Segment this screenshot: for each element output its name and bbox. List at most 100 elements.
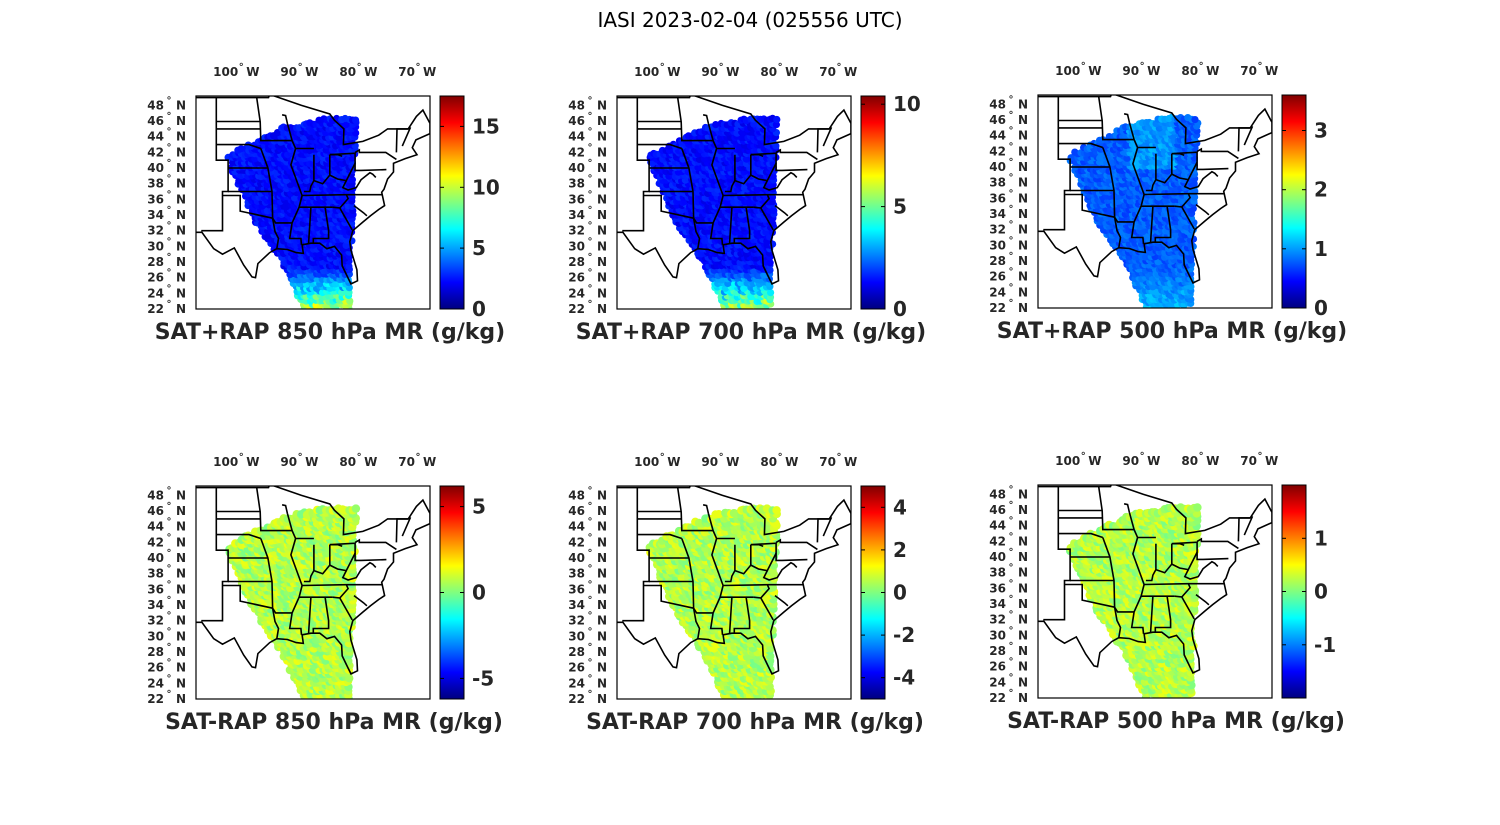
lat-hemisphere: N: [597, 271, 607, 285]
lon-hemisphere: W: [667, 455, 680, 469]
panel-sat-plus-rap-500: 100 ° W 90 ° W 80 ° W 70 ° W 48 ° N 46 ° N 44 ° N 42 ° N 40 ° N 38 °…: [962, 57, 1362, 377]
lat-tick-label: 44: [147, 520, 164, 534]
degree-mark: °: [1140, 61, 1145, 72]
degree-mark: °: [588, 485, 593, 496]
state-border: [692, 217, 714, 224]
lat-tick-label: 38: [568, 177, 585, 191]
degree-mark: °: [298, 452, 303, 463]
lat-tick-label: 36: [147, 582, 164, 596]
lat-tick-label: 40: [989, 550, 1006, 564]
lat-tick-label: 38: [147, 567, 164, 581]
lon-tick-label: 70: [819, 455, 836, 469]
state-border: [1183, 170, 1219, 190]
state-border: [723, 193, 804, 197]
lat-tick-label: 26: [568, 271, 585, 285]
lat-hemisphere: N: [1018, 550, 1028, 564]
degree-mark: °: [1009, 126, 1014, 137]
degree-mark: °: [588, 205, 593, 216]
state-border: [681, 148, 701, 249]
lat-tick-label: 22: [568, 302, 585, 316]
degree-mark: °: [1009, 563, 1014, 574]
state-border: [1149, 206, 1154, 243]
state-border: [1149, 596, 1154, 633]
lat-tick-label: 28: [147, 645, 164, 659]
lat-hemisphere: N: [176, 302, 186, 316]
state-border: [733, 597, 751, 634]
state-border: [816, 128, 830, 153]
colorbar-tick-label: 1: [1314, 237, 1328, 261]
state-border: [255, 97, 293, 142]
state-border: [1195, 203, 1210, 216]
lat-hemisphere: N: [597, 286, 607, 300]
degree-mark: °: [1140, 451, 1145, 462]
state-border: [329, 552, 356, 572]
degree-mark: °: [167, 283, 172, 294]
lat-tick-label: 22: [568, 692, 585, 706]
lat-hemisphere: N: [176, 239, 186, 253]
lon-hemisphere: W: [364, 65, 377, 79]
state-border: [760, 194, 771, 209]
state-border: [401, 516, 412, 537]
lon-hemisphere: W: [1206, 64, 1219, 78]
colorbar-tick-label: 0: [893, 581, 907, 605]
lon-tick-label: 70: [398, 65, 415, 79]
lon-tick-label: 90: [1122, 454, 1139, 468]
lat-tick-label: 28: [989, 254, 1006, 268]
degree-mark: °: [1258, 61, 1263, 72]
lat-hemisphere: N: [597, 255, 607, 269]
degree-mark: °: [167, 221, 172, 232]
state-border: [302, 583, 383, 587]
lat-tick-label: 22: [989, 301, 1006, 315]
lat-hemisphere: N: [597, 598, 607, 612]
lat-tick-label: 34: [568, 598, 585, 612]
state-border: [302, 193, 383, 197]
state-border: [1196, 537, 1239, 550]
lat-hemisphere: N: [1018, 644, 1028, 658]
degree-mark: °: [239, 62, 244, 73]
degree-mark: °: [719, 62, 724, 73]
lon-tick-label: 90: [701, 455, 718, 469]
state-border: [353, 594, 368, 607]
lat-hemisphere: N: [176, 114, 186, 128]
lon-tick-label: 90: [701, 65, 718, 79]
state-border: [733, 207, 751, 244]
lat-hemisphere: N: [176, 645, 186, 659]
degree-mark: °: [588, 252, 593, 263]
lat-hemisphere: N: [597, 520, 607, 534]
lat-tick-label: 44: [989, 519, 1006, 533]
degree-mark: °: [239, 452, 244, 463]
degree-mark: °: [1009, 188, 1014, 199]
colorbar-tick-label: 1: [1314, 526, 1328, 550]
lat-tick-label: 26: [989, 660, 1006, 674]
state-border: [622, 97, 650, 232]
state-border: [401, 126, 412, 147]
lon-hemisphere: W: [1088, 454, 1101, 468]
colorbar-tick-label: 0: [472, 581, 486, 605]
lat-tick-label: 36: [989, 581, 1006, 595]
state-border: [1171, 541, 1229, 561]
lat-hemisphere: N: [597, 551, 607, 565]
state-border: [676, 97, 714, 142]
state-border: [1123, 113, 1145, 244]
state-border: [329, 542, 387, 562]
map-700-diff: 100 ° W 90 ° W 80 ° W 70 ° W48 ° N46 ° N44 ° N42 ° N40 ° N38 °…: [568, 452, 915, 706]
state-border: [341, 171, 377, 191]
degree-mark: °: [1009, 204, 1014, 215]
state-border: [774, 204, 789, 217]
lat-hemisphere: N: [1018, 301, 1028, 315]
lon-hemisphere: W: [844, 455, 857, 469]
state-border: [329, 162, 356, 182]
state-border: [637, 143, 683, 150]
state-border: [1237, 127, 1251, 152]
degree-mark: °: [1258, 451, 1263, 462]
degree-mark: °: [167, 236, 172, 247]
state-border: [271, 607, 293, 614]
lat-hemisphere: N: [176, 535, 186, 549]
colorbar: [439, 95, 465, 310]
lon-hemisphere: W: [1088, 64, 1101, 78]
lat-tick-label: 44: [568, 520, 585, 534]
lat-hemisphere: N: [1018, 660, 1028, 674]
lat-hemisphere: N: [176, 520, 186, 534]
state-border: [222, 194, 273, 219]
degree-mark: °: [167, 142, 172, 153]
